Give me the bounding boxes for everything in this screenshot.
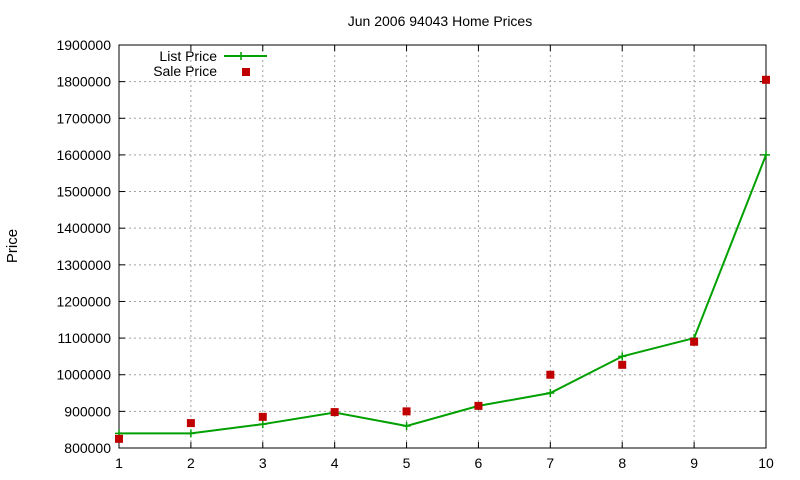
tick-labels: 800000 900000 1000000 1100000 1200000 1300000…: [56, 37, 774, 471]
x-tick-label: 7: [546, 455, 554, 471]
y-tick-label: 1400000: [56, 220, 111, 236]
list-price-point: [618, 352, 627, 361]
list-price-point: [258, 420, 267, 429]
grid: [119, 45, 766, 448]
series: [115, 75, 770, 443]
list-price-line: [119, 154, 767, 435]
y-tick-label: 1800000: [56, 74, 111, 90]
y-tick-label: 1700000: [56, 110, 111, 126]
x-tick-label: 10: [758, 455, 774, 471]
legend-label-list-price: List Price: [159, 48, 217, 64]
sale-price-point: [474, 401, 483, 410]
x-tick-label: 1: [115, 455, 123, 471]
y-tick-label: 1000000: [56, 367, 111, 383]
x-tick-label: 4: [331, 455, 339, 471]
x-tick-label: 5: [403, 455, 411, 471]
list-price-point: [546, 389, 555, 398]
sale-price-point: [330, 408, 339, 417]
x-tick-label: 9: [690, 455, 698, 471]
sale-price-point: [402, 407, 411, 416]
y-tick-label: 1500000: [56, 184, 111, 200]
y-tick-label: 1300000: [56, 257, 111, 273]
list-price-point: [762, 150, 770, 159]
x-tick-label: 2: [187, 455, 195, 471]
chart-title: Jun 2006 94043 Home Prices: [348, 13, 532, 29]
y-tick-label: 1100000: [58, 330, 112, 346]
sale-price-point: [762, 75, 770, 84]
y-tick-label: 1600000: [56, 147, 111, 163]
y-axis-label: Price: [4, 229, 21, 263]
sale-price-point: [618, 360, 627, 369]
plot-frame: [118, 44, 767, 449]
sale-price-point: [690, 337, 699, 346]
sale-price-point: [546, 370, 555, 379]
y-tick-label: 800000: [64, 440, 111, 456]
legend-marker-list-price: [237, 52, 245, 60]
legend-swatch-sale-price: [242, 68, 250, 76]
x-tick-label: 6: [475, 455, 483, 471]
list-price-point: [402, 422, 411, 431]
x-tick-label: 8: [618, 455, 626, 471]
sale-price-point: [115, 434, 123, 443]
x-tick-label: 3: [259, 455, 267, 471]
y-tick-label: 1200000: [56, 293, 111, 309]
sale-price-point: [186, 419, 195, 428]
y-tick-label: 1900000: [56, 37, 111, 53]
legend-label-sale-price: Sale Price: [153, 63, 217, 79]
sale-price-point: [258, 412, 267, 421]
y-tick-label: 900000: [64, 403, 111, 419]
list-price-point: [186, 429, 195, 438]
